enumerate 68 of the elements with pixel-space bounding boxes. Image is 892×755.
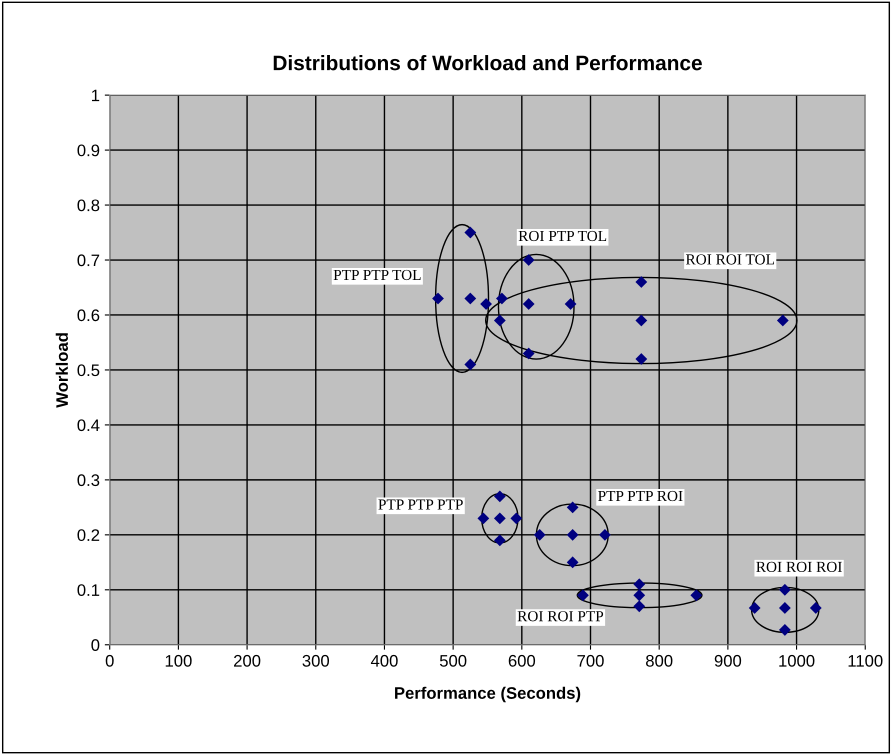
y-tick-label: 0.4 (77, 419, 100, 432)
x-tick-label: 600 (508, 654, 536, 667)
point (510, 512, 522, 524)
series-label: ROI ROI PTP (518, 611, 604, 622)
point (494, 314, 506, 326)
y-tick-label: 0.9 (77, 144, 100, 156)
point (810, 602, 822, 614)
point (464, 226, 476, 238)
y-tick-label: 0.5 (77, 364, 100, 376)
series-label: PTP PTP ROI (598, 490, 683, 502)
point (523, 348, 534, 360)
y-tick-label: 1 (92, 90, 100, 102)
x-tick-label: 1100 (848, 654, 883, 667)
point (636, 276, 647, 288)
y-axis-title: Workload (56, 333, 68, 408)
point (478, 512, 489, 524)
y-tick-label: 0.6 (77, 309, 100, 322)
y-tick-label: 0.7 (77, 254, 100, 266)
point (494, 534, 506, 546)
point (464, 358, 476, 370)
point (779, 602, 790, 614)
chart-title: Distributions of Workload and Performance (274, 55, 702, 70)
point (777, 314, 788, 326)
point (636, 353, 647, 365)
point (567, 556, 578, 568)
point (494, 512, 506, 524)
point (634, 600, 645, 612)
series-label: PTP PTP PTP (378, 500, 463, 510)
y-tick-label: 0.2 (77, 529, 100, 542)
x-tick-label: 700 (577, 654, 604, 667)
x-tick-label: 200 (234, 654, 260, 667)
point (534, 529, 546, 540)
point (779, 624, 790, 636)
point (494, 490, 506, 502)
point (480, 298, 492, 310)
point (599, 529, 611, 540)
x-tick-label: 400 (370, 654, 398, 667)
y-tick-label: 0.3 (77, 474, 100, 486)
point (749, 602, 760, 614)
point (564, 298, 576, 310)
text: ROI ROI TOL (686, 254, 774, 265)
point (690, 590, 702, 601)
x-axis-title: Performance (Seconds) (395, 686, 580, 702)
x-tick-label: 300 (302, 654, 330, 667)
series-label: PTP PTP TOL (334, 270, 421, 280)
x-tick-label: 100 (166, 654, 192, 667)
x-tick-label: 0 (106, 654, 114, 667)
series-label: ROI PTP TOL (518, 230, 606, 242)
point (464, 292, 476, 304)
x-tick-label: 1000 (779, 654, 814, 667)
y-tick-label: 0 (91, 639, 100, 651)
point (432, 292, 444, 304)
x-tick-label: 900 (714, 654, 742, 667)
point (567, 502, 578, 513)
point (496, 292, 508, 304)
point (523, 254, 534, 266)
point (567, 529, 578, 540)
point (636, 314, 647, 326)
x-tick-label: 800 (646, 654, 672, 667)
point (634, 590, 645, 601)
point (779, 584, 790, 596)
x-tick-label: 500 (440, 654, 466, 667)
series-label: ROI ROI ROI (756, 562, 842, 572)
point (523, 298, 534, 310)
y-tick-label: 0.1 (77, 584, 100, 596)
point (577, 590, 589, 601)
point (634, 578, 645, 590)
y-tick-label: 0.8 (77, 199, 100, 212)
